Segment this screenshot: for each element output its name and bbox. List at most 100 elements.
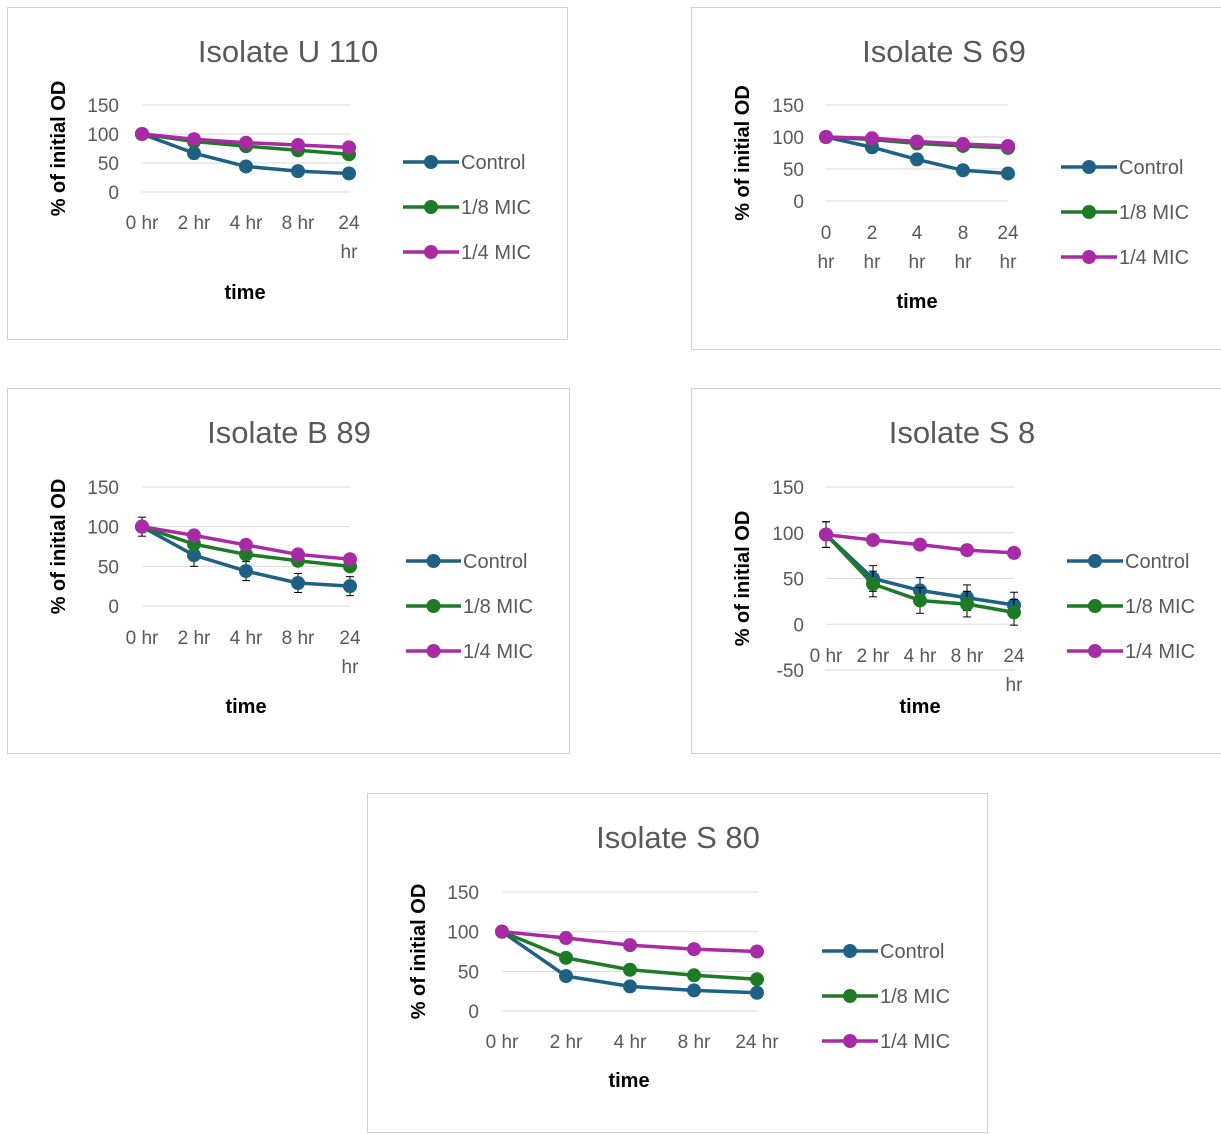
legend-label: 1/8 MIC: [880, 986, 950, 1008]
x-tick-label: 2 hr: [864, 223, 882, 273]
x-tick-label: 0 hr: [810, 646, 843, 667]
chart-svg: Isolate S 69 150 100 50 0 0 hr 2 hr 4 hr 8 hr 24 hr tim…: [732, 34, 1189, 313]
y-tick-label: 150: [447, 883, 479, 904]
y-axis-label: % of initial OD: [48, 81, 70, 217]
chart-title: Isolate S 8: [889, 415, 1035, 450]
data-point: [913, 593, 927, 608]
data-point: [750, 985, 764, 1000]
legend-label: 1/4 MIC: [1125, 641, 1195, 663]
data-point: [913, 537, 927, 552]
chart-panel-b89: Isolate B 89 150 100 50 0 0 hr 2 hr 4 hr 8 hr 24 h…: [7, 388, 570, 754]
legend-label: 1/8 MIC: [463, 596, 533, 618]
data-point: [1001, 138, 1015, 153]
legend-swatch-marker: [1088, 644, 1102, 658]
legend-label: 1/4 MIC: [880, 1031, 950, 1053]
y-axis-label: % of initial OD: [732, 85, 754, 221]
legend-label: Control: [1125, 551, 1189, 573]
x-tick-label: 4 hr: [909, 223, 927, 273]
data-point: [687, 983, 701, 998]
y-tick-label: 150: [87, 96, 119, 117]
x-tick-label: 0 hr: [126, 628, 159, 649]
legend-label: Control: [463, 551, 527, 573]
y-tick-label: 100: [772, 524, 804, 545]
x-tick-label: 24 hr: [339, 628, 361, 678]
chart-svg: Isolate U 110 150 100 50 0 0 hr 2 hr 4 hr 8 hr 24…: [48, 34, 531, 304]
data-point: [819, 130, 833, 144]
data-point: [239, 537, 253, 552]
data-point: [960, 543, 974, 558]
x-tick-label: 0 hr: [818, 223, 836, 273]
y-tick-label: 0: [108, 597, 119, 618]
y-tick-label: -50: [777, 661, 804, 682]
y-tick-label: 0: [793, 192, 804, 213]
x-tick-label: 2 hr: [857, 646, 890, 667]
x-tick-label: 8 hr: [951, 646, 984, 667]
y-tick-label: 100: [447, 923, 479, 944]
data-point: [687, 968, 701, 983]
legend-label: Control: [461, 152, 525, 174]
x-tick-label: 4 hr: [230, 213, 263, 234]
x-tick-label: 8 hr: [678, 1032, 711, 1053]
data-point: [1007, 605, 1021, 620]
data-point: [135, 127, 149, 141]
chart-title: Isolate U 110: [198, 34, 378, 69]
y-tick-label: 50: [458, 962, 479, 983]
y-tick-label: 150: [772, 478, 804, 499]
data-point: [291, 138, 305, 153]
x-tick-label: 24 hr: [338, 213, 360, 263]
x-tick-label: 4 hr: [614, 1032, 647, 1053]
x-axis-label: time: [225, 696, 266, 718]
x-tick-label: 0 hr: [126, 213, 159, 234]
chart-title: Isolate B 89: [207, 415, 371, 450]
legend-swatch-marker: [426, 554, 441, 568]
x-axis-label: time: [224, 282, 265, 304]
data-point: [865, 131, 879, 146]
data-point: [342, 166, 356, 181]
legend-swatch-marker: [424, 245, 438, 259]
y-axis-label: % of initial OD: [408, 884, 430, 1020]
legend-label: 1/8 MIC: [1125, 596, 1195, 618]
data-point: [187, 548, 201, 563]
legend-swatch-marker: [1082, 250, 1096, 264]
data-point: [291, 575, 305, 590]
data-point: [135, 519, 149, 534]
y-tick-label: 50: [98, 557, 119, 578]
data-point: [343, 552, 357, 567]
chart-panel-s69: Isolate S 69 150 100 50 0 0 hr 2 hr 4 hr 8 hr 24 hr tim…: [691, 7, 1221, 350]
y-tick-label: 150: [87, 478, 119, 499]
legend-swatch-marker: [1088, 599, 1102, 613]
chart-svg: Isolate S 80 150 100 50 0 0 hr 2 hr 4 hr 8 hr 24 …: [408, 820, 950, 1092]
y-tick-label: 100: [87, 125, 119, 146]
chart-svg: Isolate S 8 150 100 50 0 -50 0 hr 2 hr 4 hr 8 hr 2…: [732, 415, 1195, 718]
data-point: [910, 134, 924, 149]
chart-svg: Isolate B 89 150 100 50 0 0 hr 2 hr 4 hr 8 hr 24 h…: [48, 415, 533, 718]
x-tick-label: 8 hr: [282, 628, 315, 649]
y-axis-label: % of initial OD: [732, 511, 754, 647]
data-point: [187, 132, 201, 147]
chart-panel-s8: Isolate S 8 150 100 50 0 -50 0 hr 2 hr 4 hr 8 hr 2…: [691, 388, 1221, 754]
data-point: [623, 938, 637, 953]
legend-label: 1/8 MIC: [461, 197, 531, 219]
y-tick-label: 0: [468, 1002, 479, 1023]
data-point: [956, 137, 970, 152]
data-point: [956, 163, 970, 178]
chart-title: Isolate S 80: [596, 820, 760, 855]
legend-swatch-marker: [1088, 554, 1102, 568]
x-tick-label: 8 hr: [955, 223, 973, 273]
data-point: [239, 564, 253, 579]
data-point: [750, 944, 764, 959]
legend-swatch-marker: [843, 944, 857, 958]
x-tick-label: 2 hr: [550, 1032, 583, 1053]
chart-panel-s80: Isolate S 80 150 100 50 0 0 hr 2 hr 4 hr 8 hr 24 …: [367, 793, 988, 1133]
y-tick-label: 50: [783, 160, 804, 181]
data-point: [291, 164, 305, 179]
y-tick-label: 100: [772, 128, 804, 149]
data-point: [559, 950, 573, 965]
y-tick-label: 150: [772, 96, 804, 117]
legend-swatch-marker: [1082, 205, 1096, 219]
x-axis-label: time: [899, 696, 940, 718]
legend-swatch-marker: [1082, 160, 1096, 174]
y-tick-label: 50: [98, 154, 119, 175]
x-axis-label: time: [896, 291, 937, 313]
legend-label: 1/4 MIC: [1119, 247, 1189, 269]
